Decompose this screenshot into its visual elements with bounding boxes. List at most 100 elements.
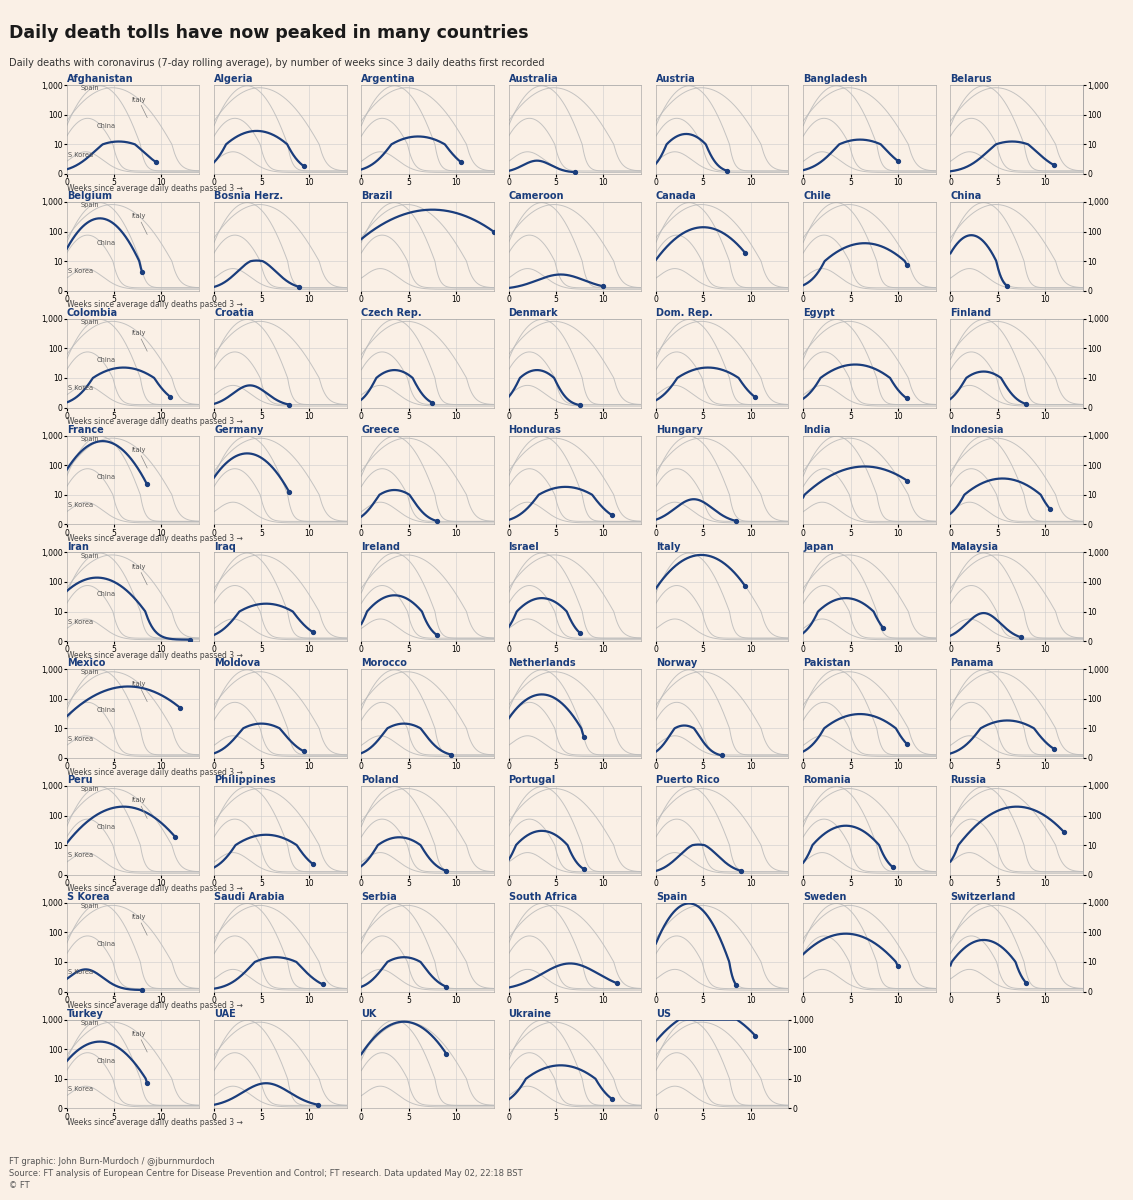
Text: China: China	[97, 1058, 117, 1064]
Text: © FT: © FT	[9, 1181, 29, 1190]
Text: Romania: Romania	[803, 775, 851, 785]
Text: Germany: Germany	[214, 425, 263, 434]
Text: Puerto Rico: Puerto Rico	[656, 775, 719, 785]
Text: Saudi Arabia: Saudi Arabia	[214, 892, 284, 902]
Text: Weeks since average daily deaths passed 3 →: Weeks since average daily deaths passed …	[67, 768, 242, 776]
Text: Spain: Spain	[80, 202, 100, 208]
Text: Italy: Italy	[131, 680, 147, 702]
Text: India: India	[803, 425, 830, 434]
Text: Brazil: Brazil	[361, 191, 393, 202]
Text: Weeks since average daily deaths passed 3 →: Weeks since average daily deaths passed …	[67, 650, 242, 660]
Text: Hungary: Hungary	[656, 425, 702, 434]
Text: Malaysia: Malaysia	[951, 541, 998, 552]
Text: Denmark: Denmark	[509, 308, 559, 318]
Text: Spain: Spain	[80, 1020, 100, 1026]
Text: Pakistan: Pakistan	[803, 659, 851, 668]
Text: Spain: Spain	[80, 786, 100, 792]
Text: Austria: Austria	[656, 74, 696, 84]
Text: Weeks since average daily deaths passed 3 →: Weeks since average daily deaths passed …	[67, 1118, 242, 1127]
Text: Spain: Spain	[80, 902, 100, 908]
Text: Spain: Spain	[80, 85, 100, 91]
Text: Italy: Italy	[131, 446, 147, 468]
Text: S Korea: S Korea	[68, 736, 93, 742]
Text: Poland: Poland	[361, 775, 399, 785]
Text: FT graphic: John Burn-Murdoch / @jburnmurdoch: FT graphic: John Burn-Murdoch / @jburnmu…	[9, 1157, 215, 1166]
Text: Iran: Iran	[67, 541, 88, 552]
Text: Weeks since average daily deaths passed 3 →: Weeks since average daily deaths passed …	[67, 1001, 242, 1010]
Text: Italy: Italy	[656, 541, 681, 552]
Text: Spain: Spain	[80, 670, 100, 676]
Text: China: China	[97, 240, 117, 246]
Text: Italy: Italy	[131, 330, 147, 352]
Text: Czech Rep.: Czech Rep.	[361, 308, 421, 318]
Text: Colombia: Colombia	[67, 308, 118, 318]
Text: Weeks since average daily deaths passed 3 →: Weeks since average daily deaths passed …	[67, 534, 242, 542]
Text: China: China	[97, 124, 117, 130]
Text: S Korea: S Korea	[68, 852, 93, 858]
Text: Spain: Spain	[656, 892, 687, 902]
Text: Peru: Peru	[67, 775, 93, 785]
Text: S Korea: S Korea	[68, 269, 93, 275]
Text: Moldova: Moldova	[214, 659, 261, 668]
Text: Spain: Spain	[80, 436, 100, 442]
Text: Panama: Panama	[951, 659, 994, 668]
Text: Daily death tolls have now peaked in many countries: Daily death tolls have now peaked in man…	[9, 24, 529, 42]
Text: China: China	[97, 708, 117, 714]
Text: Dom. Rep.: Dom. Rep.	[656, 308, 713, 318]
Text: Turkey: Turkey	[67, 1009, 103, 1019]
Text: Switzerland: Switzerland	[951, 892, 1016, 902]
Text: Spain: Spain	[80, 552, 100, 558]
Text: UK: UK	[361, 1009, 376, 1019]
Text: Israel: Israel	[509, 541, 539, 552]
Text: Weeks since average daily deaths passed 3 →: Weeks since average daily deaths passed …	[67, 184, 242, 192]
Text: Weeks since average daily deaths passed 3 →: Weeks since average daily deaths passed …	[67, 418, 242, 426]
Text: Chile: Chile	[803, 191, 832, 202]
Text: Weeks since average daily deaths passed 3 →: Weeks since average daily deaths passed …	[67, 300, 242, 310]
Text: US: US	[656, 1009, 671, 1019]
Text: Morocco: Morocco	[361, 659, 407, 668]
Text: Italy: Italy	[131, 564, 147, 584]
Text: South Africa: South Africa	[509, 892, 577, 902]
Text: Bangladesh: Bangladesh	[803, 74, 868, 84]
Text: Cameroon: Cameroon	[509, 191, 564, 202]
Text: Afghanistan: Afghanistan	[67, 74, 134, 84]
Text: China: China	[97, 358, 117, 364]
Text: Norway: Norway	[656, 659, 697, 668]
Text: Italy: Italy	[131, 797, 147, 818]
Text: S Korea: S Korea	[68, 619, 93, 625]
Text: S Korea: S Korea	[68, 502, 93, 508]
Text: S Korea: S Korea	[68, 385, 93, 391]
Text: Italy: Italy	[131, 1031, 147, 1052]
Text: Belarus: Belarus	[951, 74, 993, 84]
Text: Source: FT analysis of European Centre for Disease Prevention and Control; FT re: Source: FT analysis of European Centre f…	[9, 1169, 522, 1178]
Text: Canada: Canada	[656, 191, 697, 202]
Text: UAE: UAE	[214, 1009, 236, 1019]
Text: Mexico: Mexico	[67, 659, 105, 668]
Text: Portugal: Portugal	[509, 775, 556, 785]
Text: Japan: Japan	[803, 541, 834, 552]
Text: Australia: Australia	[509, 74, 559, 84]
Text: Philippines: Philippines	[214, 775, 275, 785]
Text: Serbia: Serbia	[361, 892, 397, 902]
Text: S Korea: S Korea	[68, 151, 93, 157]
Text: France: France	[67, 425, 103, 434]
Text: Indonesia: Indonesia	[951, 425, 1004, 434]
Text: Greece: Greece	[361, 425, 400, 434]
Text: S Korea: S Korea	[68, 1086, 93, 1092]
Text: Italy: Italy	[131, 96, 147, 118]
Text: China: China	[97, 824, 117, 830]
Text: Belgium: Belgium	[67, 191, 112, 202]
Text: Finland: Finland	[951, 308, 991, 318]
Text: Italy: Italy	[131, 214, 147, 234]
Text: Weeks since average daily deaths passed 3 →: Weeks since average daily deaths passed …	[67, 884, 242, 893]
Text: Ukraine: Ukraine	[509, 1009, 552, 1019]
Text: Daily deaths with coronavirus (7-day rolling average), by number of weeks since : Daily deaths with coronavirus (7-day rol…	[9, 58, 545, 67]
Text: Iraq: Iraq	[214, 541, 236, 552]
Text: Argentina: Argentina	[361, 74, 416, 84]
Text: S Korea: S Korea	[67, 892, 109, 902]
Text: Algeria: Algeria	[214, 74, 254, 84]
Text: Russia: Russia	[951, 775, 987, 785]
Text: China: China	[97, 474, 117, 480]
Text: Egypt: Egypt	[803, 308, 835, 318]
Text: Netherlands: Netherlands	[509, 659, 577, 668]
